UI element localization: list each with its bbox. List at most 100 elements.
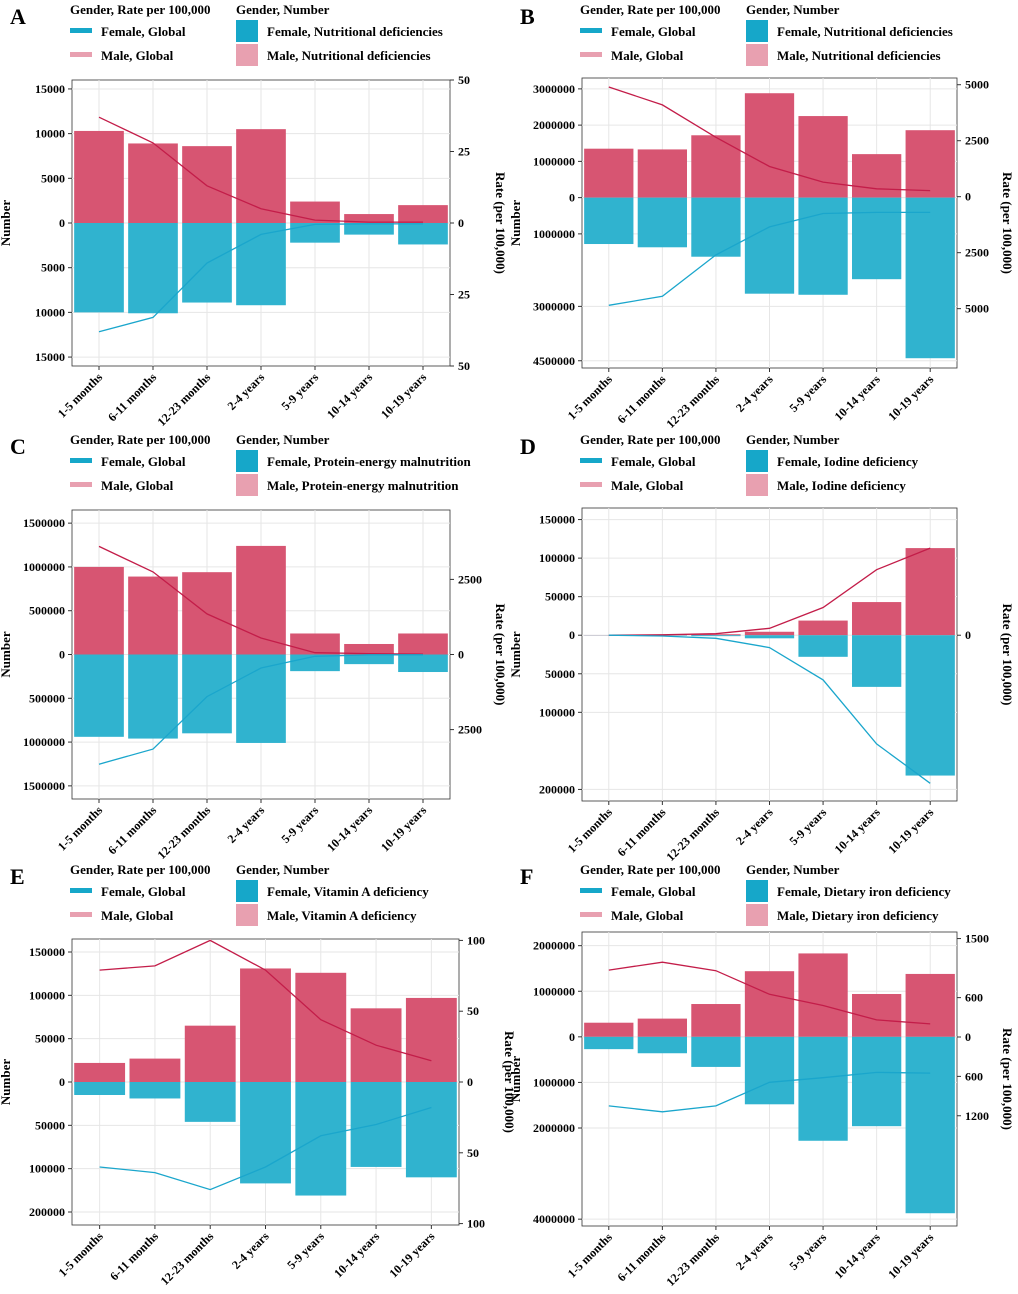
male-bar-4 bbox=[798, 116, 848, 198]
male-bar-6 bbox=[905, 973, 955, 1037]
right-tick-label: 0 bbox=[965, 628, 971, 642]
x-tick-label: 12-23 months bbox=[663, 805, 722, 864]
female-bar-4 bbox=[798, 635, 848, 657]
right-tick-label: 25 bbox=[458, 145, 470, 159]
female-bar-0 bbox=[584, 197, 634, 245]
x-tick-label: 1-5 months bbox=[565, 372, 615, 422]
legend-male-line-key bbox=[580, 482, 602, 487]
panel-label: C bbox=[10, 434, 26, 459]
female-bar-3 bbox=[240, 1082, 291, 1184]
legend-female-line-key bbox=[70, 28, 92, 33]
legend-male-rate: Male, Global bbox=[101, 908, 174, 923]
x-tick-label: 2-4 years bbox=[733, 372, 776, 415]
panel-e: E Gender, Rate per 100,000 Gender, Number F… bbox=[0, 862, 517, 1288]
left-tick-label: 0 bbox=[59, 216, 65, 230]
left-tick-label: 200000 bbox=[29, 1205, 65, 1219]
female-rate-line bbox=[99, 1106, 432, 1191]
left-tick-label: 150000 bbox=[539, 513, 575, 527]
male-rate-line bbox=[608, 547, 931, 636]
left-tick-label: 2000000 bbox=[533, 118, 575, 132]
y-axis-title: Number bbox=[0, 1059, 13, 1105]
x-tick-label: 10-19 years bbox=[885, 372, 936, 423]
male-rate-line bbox=[608, 86, 931, 192]
female-bar-1 bbox=[637, 1036, 687, 1054]
male-bar-3 bbox=[240, 968, 291, 1082]
legend-male-line-key bbox=[70, 52, 92, 57]
male-bar-6 bbox=[398, 633, 448, 655]
left-tick-label: 3000000 bbox=[533, 82, 575, 96]
x-tick-label: 12-23 months bbox=[663, 1230, 722, 1289]
legend-male-rate: Male, Global bbox=[611, 908, 684, 923]
left-tick-label: 1500000 bbox=[23, 779, 65, 793]
y2-axis-title: Rate (per 100,000) bbox=[1000, 172, 1015, 274]
female-bar-2 bbox=[691, 197, 741, 257]
right-tick-label: 0 bbox=[458, 216, 464, 230]
legend-female-bar-key bbox=[746, 20, 768, 42]
female-bar-3 bbox=[744, 1036, 795, 1105]
right-tick-label: 25 bbox=[458, 288, 470, 302]
male-bar-5 bbox=[852, 154, 902, 198]
male-rate-line bbox=[99, 939, 432, 1062]
legend-male-line-key bbox=[70, 912, 92, 917]
legend-female-line-key bbox=[70, 888, 92, 893]
legend-male-bar-key bbox=[236, 474, 258, 496]
right-tick-label: 0 bbox=[467, 1075, 473, 1089]
left-tick-label: 50000 bbox=[35, 1032, 65, 1046]
left-tick-label: 0 bbox=[569, 628, 575, 642]
x-tick-label: 1-5 months bbox=[56, 1229, 106, 1279]
left-tick-label: 2000000 bbox=[533, 939, 575, 953]
female-bar-4 bbox=[290, 654, 340, 672]
x-tick-label: 2-4 years bbox=[229, 1229, 272, 1272]
x-tick-label: 1-5 months bbox=[55, 370, 105, 420]
female-bar-3 bbox=[744, 635, 795, 639]
male-bar-4 bbox=[798, 953, 848, 1037]
left-tick-label: 5000 bbox=[41, 261, 65, 275]
x-tick-label: 1-5 months bbox=[565, 1230, 615, 1280]
female-bar-3 bbox=[744, 197, 795, 294]
left-tick-label: 500000 bbox=[29, 604, 65, 618]
x-tick-label: 6-11 months bbox=[614, 372, 668, 426]
left-tick-label: 0 bbox=[569, 191, 575, 205]
x-tick-label: 6-11 months bbox=[614, 1230, 668, 1284]
male-bar-3 bbox=[744, 971, 795, 1037]
legend-title-rate: Gender, Rate per 100,000 bbox=[580, 2, 720, 17]
female-bar-5 bbox=[344, 654, 394, 665]
x-tick-label: 10-19 years bbox=[885, 1230, 936, 1281]
x-tick-label: 5-9 years bbox=[787, 372, 830, 415]
female-bar-2 bbox=[184, 1082, 236, 1122]
legend: Gender, Rate per 100,000 Gender, Number Fe… bbox=[580, 862, 951, 926]
y-axis-title: Number bbox=[508, 200, 523, 246]
x-tick-label: 12-23 months bbox=[154, 803, 213, 862]
legend-male-rate: Male, Global bbox=[611, 48, 684, 63]
x-tick-label: 5-9 years bbox=[787, 805, 830, 848]
female-bar-4 bbox=[798, 1036, 848, 1141]
y2-axis-title: Rate (per 100,000) bbox=[1000, 604, 1015, 706]
female-bar-1 bbox=[129, 1082, 181, 1099]
legend-female-line-key bbox=[580, 28, 602, 33]
legend-female-number: Female, Nutritional deficiencies bbox=[777, 24, 953, 39]
legend: Gender, Rate per 100,000 Gender, Number Fe… bbox=[580, 2, 953, 66]
x-tick-label: 10-14 years bbox=[324, 803, 375, 854]
panel-c: C Gender, Rate per 100,000 Gender, Number F… bbox=[0, 432, 508, 862]
legend-female-bar-key bbox=[236, 20, 258, 42]
legend-male-bar-key bbox=[236, 904, 258, 926]
female-rate-line bbox=[608, 1071, 931, 1113]
female-bar-0 bbox=[74, 654, 124, 737]
legend-male-rate: Male, Global bbox=[101, 48, 174, 63]
left-tick-label: 0 bbox=[59, 648, 65, 662]
female-bar-6 bbox=[905, 635, 955, 776]
legend-female-bar-key bbox=[746, 880, 768, 902]
x-tick-label: 2-4 years bbox=[733, 805, 776, 848]
female-bar-5 bbox=[852, 635, 902, 687]
x-tick-label: 10-14 years bbox=[832, 1230, 883, 1281]
left-tick-label: 15000 bbox=[35, 350, 65, 364]
left-tick-label: 100000 bbox=[29, 988, 65, 1002]
legend-female-number: Female, Iodine deficiency bbox=[777, 454, 919, 469]
male-bar-6 bbox=[905, 548, 955, 636]
legend-title-number: Gender, Number bbox=[746, 862, 840, 877]
female-rate-line bbox=[608, 634, 931, 784]
male-bar-3 bbox=[236, 545, 286, 655]
right-tick-label: 1500 bbox=[965, 932, 989, 946]
male-bar-2 bbox=[184, 1025, 236, 1082]
female-bar-5 bbox=[852, 197, 902, 280]
